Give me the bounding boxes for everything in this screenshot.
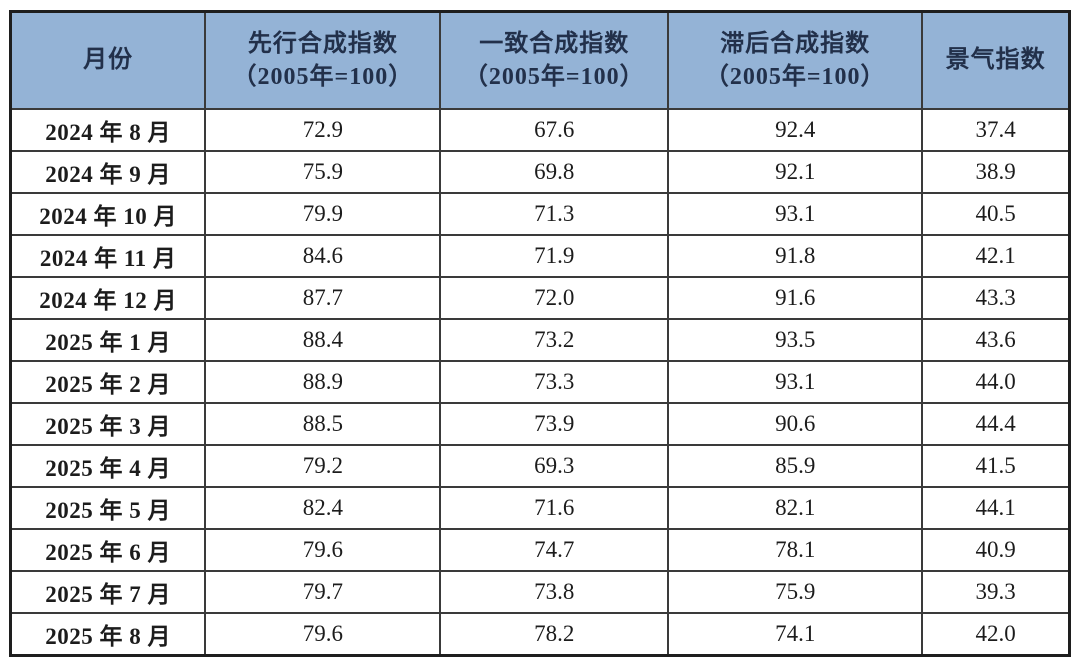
lagging-value-cell: 93.1 [667, 360, 924, 404]
table-row: 2024 年 9 月 75.9 69.8 92.1 38.9 [9, 150, 1071, 194]
table-row: 2024 年 11 月 84.6 71.9 91.8 42.1 [9, 234, 1071, 278]
leading-value-cell: 88.5 [204, 402, 442, 446]
coincident-value-cell: 73.9 [439, 402, 670, 446]
table-row: 2025 年 2 月 88.9 73.3 93.1 44.0 [9, 360, 1071, 404]
header-leading-label: 先行合成指数 [247, 31, 398, 58]
leading-value-cell: 88.4 [204, 318, 442, 362]
lagging-value-cell: 92.4 [667, 108, 924, 152]
table-row: 2025 年 5 月 82.4 71.6 82.1 44.1 [9, 486, 1071, 530]
coincident-value-cell: 69.3 [439, 444, 670, 488]
month-cell: 2025 年 6 月 [9, 528, 207, 572]
prosperity-value-cell: 40.9 [921, 528, 1071, 572]
lagging-value-cell: 93.5 [667, 318, 924, 362]
leading-value-cell: 79.6 [204, 612, 442, 657]
coincident-value-cell: 67.6 [439, 108, 670, 152]
index-data-table: 月份 先行合成指数 （2005年=100） 一致合成指数 （2005年=100）… [9, 10, 1071, 657]
header-row: 月份 先行合成指数 （2005年=100） 一致合成指数 （2005年=100）… [9, 10, 1071, 110]
prosperity-value-cell: 44.0 [921, 360, 1071, 404]
month-cell: 2024 年 10 月 [9, 192, 207, 236]
prosperity-value-cell: 40.5 [921, 192, 1071, 236]
prosperity-value-cell: 42.1 [921, 234, 1071, 278]
prosperity-value-cell: 38.9 [921, 150, 1071, 194]
header-prosperity-label: 景气指数 [945, 47, 1046, 74]
coincident-value-cell: 69.8 [439, 150, 670, 194]
table-header: 月份 先行合成指数 （2005年=100） 一致合成指数 （2005年=100）… [9, 10, 1071, 110]
table-row: 2024 年 10 月 79.9 71.3 93.1 40.5 [9, 192, 1071, 236]
coincident-value-cell: 72.0 [439, 276, 670, 320]
month-cell: 2025 年 5 月 [9, 486, 207, 530]
coincident-value-cell: 71.3 [439, 192, 670, 236]
leading-value-cell: 88.9 [204, 360, 442, 404]
lagging-value-cell: 75.9 [667, 570, 924, 614]
prosperity-value-cell: 39.3 [921, 570, 1071, 614]
table-body: 2024 年 8 月 72.9 67.6 92.4 37.4 2024 年 9 月 75.9… [9, 108, 1071, 657]
leading-value-cell: 82.4 [204, 486, 442, 530]
month-cell: 2024 年 11 月 [9, 234, 207, 278]
leading-value-cell: 75.9 [204, 150, 442, 194]
table-row: 2025 年 8 月 79.6 78.2 74.1 42.0 [9, 612, 1071, 657]
header-coincident-sub: （2005年=100） [463, 63, 645, 90]
table-row: 2025 年 4 月 79.2 69.3 85.9 41.5 [9, 444, 1071, 488]
header-month-label: 月份 [83, 47, 134, 74]
leading-value-cell: 79.9 [204, 192, 442, 236]
table-row: 2025 年 3 月 88.5 73.9 90.6 44.4 [9, 402, 1071, 446]
prosperity-value-cell: 42.0 [921, 612, 1071, 657]
lagging-value-cell: 92.1 [667, 150, 924, 194]
month-cell: 2025 年 2 月 [9, 360, 207, 404]
table-row: 2024 年 12 月 87.7 72.0 91.6 43.3 [9, 276, 1071, 320]
prosperity-value-cell: 43.3 [921, 276, 1071, 320]
coincident-value-cell: 74.7 [439, 528, 670, 572]
month-cell: 2025 年 4 月 [9, 444, 207, 488]
header-prosperity-index: 景气指数 [921, 10, 1071, 110]
leading-value-cell: 72.9 [204, 108, 442, 152]
prosperity-value-cell: 41.5 [921, 444, 1071, 488]
month-cell: 2024 年 12 月 [9, 276, 207, 320]
header-lagging-label: 滞后合成指数 [720, 31, 871, 58]
lagging-value-cell: 91.8 [667, 234, 924, 278]
month-cell: 2025 年 7 月 [9, 570, 207, 614]
coincident-value-cell: 73.2 [439, 318, 670, 362]
leading-value-cell: 79.2 [204, 444, 442, 488]
month-cell: 2024 年 9 月 [9, 150, 207, 194]
header-month: 月份 [9, 10, 207, 110]
leading-value-cell: 79.6 [204, 528, 442, 572]
header-coincident-label: 一致合成指数 [479, 31, 630, 58]
lagging-value-cell: 74.1 [667, 612, 924, 657]
leading-value-cell: 79.7 [204, 570, 442, 614]
prosperity-value-cell: 37.4 [921, 108, 1071, 152]
coincident-value-cell: 71.9 [439, 234, 670, 278]
header-lagging-index: 滞后合成指数 （2005年=100） [667, 10, 924, 110]
lagging-value-cell: 93.1 [667, 192, 924, 236]
table-row: 2025 年 1 月 88.4 73.2 93.5 43.6 [9, 318, 1071, 362]
coincident-value-cell: 71.6 [439, 486, 670, 530]
leading-value-cell: 84.6 [204, 234, 442, 278]
month-cell: 2025 年 1 月 [9, 318, 207, 362]
leading-value-cell: 87.7 [204, 276, 442, 320]
table-row: 2024 年 8 月 72.9 67.6 92.4 37.4 [9, 108, 1071, 152]
lagging-value-cell: 90.6 [667, 402, 924, 446]
prosperity-value-cell: 44.1 [921, 486, 1071, 530]
lagging-value-cell: 82.1 [667, 486, 924, 530]
header-lagging-sub: （2005年=100） [704, 63, 886, 90]
lagging-value-cell: 78.1 [667, 528, 924, 572]
month-cell: 2025 年 8 月 [9, 612, 207, 657]
lagging-value-cell: 91.6 [667, 276, 924, 320]
header-leading-index: 先行合成指数 （2005年=100） [204, 10, 442, 110]
header-coincident-index: 一致合成指数 （2005年=100） [439, 10, 670, 110]
header-leading-sub: （2005年=100） [232, 63, 414, 90]
month-cell: 2025 年 3 月 [9, 402, 207, 446]
prosperity-value-cell: 43.6 [921, 318, 1071, 362]
coincident-value-cell: 73.8 [439, 570, 670, 614]
prosperity-value-cell: 44.4 [921, 402, 1071, 446]
lagging-value-cell: 85.9 [667, 444, 924, 488]
month-cell: 2024 年 8 月 [9, 108, 207, 152]
table-row: 2025 年 6 月 79.6 74.7 78.1 40.9 [9, 528, 1071, 572]
coincident-value-cell: 73.3 [439, 360, 670, 404]
table-row: 2025 年 7 月 79.7 73.8 75.9 39.3 [9, 570, 1071, 614]
coincident-value-cell: 78.2 [439, 612, 670, 657]
